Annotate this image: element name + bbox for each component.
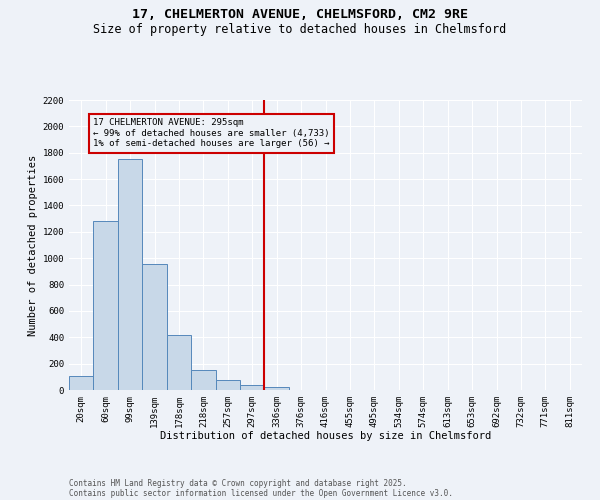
- Text: Contains public sector information licensed under the Open Government Licence v3: Contains public sector information licen…: [69, 488, 453, 498]
- Y-axis label: Number of detached properties: Number of detached properties: [28, 154, 38, 336]
- Bar: [191, 370, 215, 390]
- Text: 17, CHELMERTON AVENUE, CHELMSFORD, CM2 9RE: 17, CHELMERTON AVENUE, CHELMSFORD, CM2 9…: [132, 8, 468, 20]
- Bar: [142, 264, 167, 390]
- Bar: [240, 384, 265, 390]
- Bar: [94, 220, 118, 390]
- Bar: [118, 158, 142, 390]
- X-axis label: Distribution of detached houses by size in Chelmsford: Distribution of detached houses by size …: [160, 432, 491, 442]
- Text: Size of property relative to detached houses in Chelmsford: Size of property relative to detached ho…: [94, 22, 506, 36]
- Bar: [69, 376, 94, 390]
- Text: 17 CHELMERTON AVENUE: 295sqm
← 99% of detached houses are smaller (4,733)
1% of : 17 CHELMERTON AVENUE: 295sqm ← 99% of de…: [94, 118, 330, 148]
- Bar: [167, 334, 191, 390]
- Text: Contains HM Land Registry data © Crown copyright and database right 2025.: Contains HM Land Registry data © Crown c…: [69, 478, 407, 488]
- Bar: [215, 380, 240, 390]
- Bar: [265, 387, 289, 390]
